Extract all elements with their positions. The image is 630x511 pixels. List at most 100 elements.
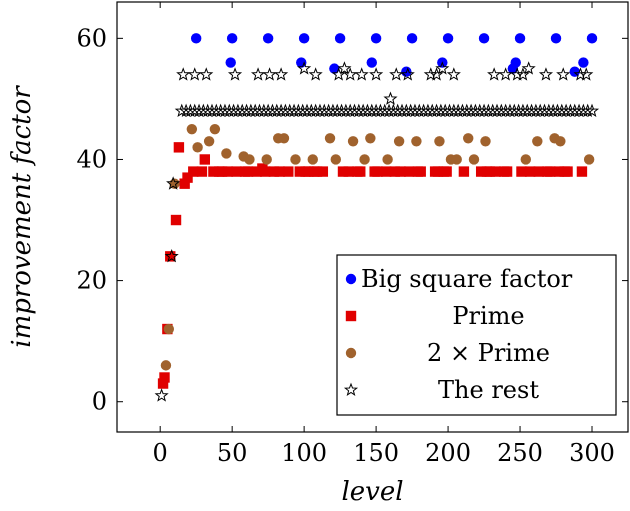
data-point	[337, 61, 352, 75]
data-point	[343, 67, 358, 81]
data-point	[586, 33, 598, 44]
x-tick-label: 150	[353, 439, 399, 467]
data-point	[579, 67, 594, 81]
data-point	[179, 178, 190, 189]
data-point	[260, 166, 271, 177]
data-point	[365, 133, 376, 144]
legend-entry: 2 × Prime	[427, 339, 550, 367]
data-point	[199, 67, 214, 81]
data-point	[366, 57, 377, 68]
data-point	[165, 251, 176, 262]
data-point	[283, 166, 294, 177]
y-tick-label: 60	[76, 24, 107, 52]
data-point	[330, 154, 341, 165]
data-point	[441, 166, 452, 177]
data-point	[458, 166, 470, 177]
data-point	[411, 136, 422, 147]
data-point	[334, 33, 346, 44]
data-point	[208, 166, 219, 177]
y-axis-label: improvement factor	[7, 85, 37, 348]
data-point	[370, 33, 382, 44]
data-point	[400, 67, 415, 81]
data-point	[203, 136, 215, 147]
data-point	[242, 166, 254, 177]
legend-entry: Prime	[452, 302, 524, 330]
data-point	[480, 136, 491, 147]
data-point	[226, 33, 238, 44]
legend-box	[336, 254, 617, 416]
data-point	[516, 166, 527, 177]
y-tick-label: 40	[76, 145, 107, 173]
x-axis-label: level	[341, 477, 403, 507]
data-point	[395, 166, 406, 177]
data-point	[166, 176, 181, 190]
legend-marker	[345, 310, 357, 322]
data-point	[222, 166, 234, 177]
data-point	[187, 67, 202, 81]
data-point	[278, 133, 290, 144]
data-point	[580, 103, 595, 118]
data-point	[209, 123, 221, 135]
data-point	[389, 166, 401, 177]
data-point	[337, 166, 349, 177]
data-point	[297, 61, 312, 75]
series-star-3	[154, 61, 600, 402]
data-point	[576, 166, 588, 177]
data-point	[380, 166, 392, 177]
data-point	[369, 67, 384, 81]
x-tick-label: 250	[497, 439, 543, 467]
data-point	[415, 166, 426, 177]
data-point	[434, 136, 445, 147]
series-square-1	[157, 142, 588, 389]
data-point	[354, 67, 369, 81]
data-point	[520, 154, 531, 165]
data-point	[159, 372, 170, 383]
data-point	[468, 154, 480, 165]
data-point	[154, 388, 169, 402]
data-point	[329, 63, 340, 74]
data-point	[244, 154, 255, 165]
legend-entry: The rest	[438, 376, 539, 404]
data-point	[296, 57, 307, 68]
data-point	[221, 148, 232, 159]
data-marks	[154, 33, 600, 402]
x-tick-label: 0	[153, 439, 168, 467]
data-point	[216, 166, 228, 177]
data-point	[188, 166, 199, 177]
data-point	[578, 57, 589, 68]
data-point	[317, 166, 329, 177]
series-circle-0	[190, 33, 598, 77]
data-point	[303, 166, 314, 177]
data-point	[290, 154, 301, 165]
data-point	[355, 166, 366, 177]
data-point	[199, 154, 211, 165]
data-point	[429, 67, 444, 81]
data-point	[343, 166, 354, 177]
data-point	[227, 67, 243, 81]
data-point	[484, 166, 496, 177]
data-point	[553, 166, 565, 177]
data-point	[521, 61, 536, 75]
data-point	[164, 248, 179, 263]
data-point	[250, 67, 266, 81]
data-point	[225, 57, 236, 68]
data-point	[451, 154, 462, 165]
legend-entry: Big square factor	[361, 265, 573, 293]
data-point	[196, 166, 208, 177]
data-point	[463, 133, 474, 144]
data-point	[532, 136, 543, 147]
y-tick-label: 20	[76, 267, 107, 295]
data-point	[251, 166, 262, 177]
y-tick-label: 0	[92, 388, 107, 416]
data-point	[510, 57, 521, 68]
data-point	[173, 142, 185, 153]
data-point	[562, 166, 573, 177]
data-point	[446, 67, 461, 81]
data-point	[170, 214, 182, 226]
data-point	[383, 91, 398, 105]
data-point	[442, 33, 454, 44]
data-point	[262, 67, 277, 81]
legend-marker	[343, 382, 359, 397]
legend: Big square factor Prime 2 × Prime The rest	[336, 254, 617, 416]
